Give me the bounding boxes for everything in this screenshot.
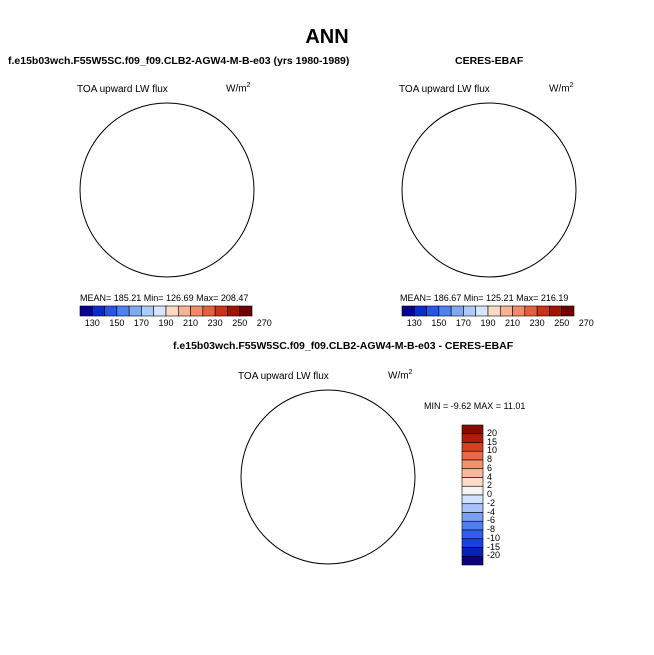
diff-colorbar-tick-label: 20 — [487, 427, 498, 438]
model-colorbar-swatch — [141, 305, 155, 317]
obs-colorbar-swatch — [487, 305, 501, 317]
diff-colorbar-swatch — [461, 503, 484, 513]
diff-colorbar-swatch — [461, 555, 484, 566]
obs-colorbar-swatch — [463, 305, 477, 317]
obs-polar-map — [349, 70, 589, 310]
diff-colorbar-swatch — [461, 442, 484, 452]
model-colorbar-tick-label: 150 — [109, 318, 125, 328]
diff-colorbar — [461, 424, 484, 566]
diff-stats: MIN = -9.62 MAX = 11.01 — [424, 401, 526, 411]
left-variable-label: TOA upward LW flux — [77, 84, 168, 95]
diff-units-label: W/m2 — [388, 369, 413, 382]
model-colorbar-swatch — [227, 305, 241, 317]
obs-colorbar-swatch — [475, 305, 489, 317]
model-colorbar-swatch — [104, 305, 118, 317]
obs-colorbar-swatch — [524, 305, 538, 317]
diff-map-frame — [240, 389, 416, 565]
obs-colorbar-tick-label: 270 — [578, 318, 594, 328]
diff-case-title: f.e15b03wch.F55W5SC.f09_f09.CLB2-AGW4-M-… — [173, 340, 514, 352]
diff-colorbar-swatch — [461, 468, 484, 478]
obs-colorbar-swatch — [561, 305, 575, 317]
diff-variable-label: TOA upward LW flux — [238, 371, 329, 382]
model-colorbar-swatch — [91, 305, 105, 317]
model-colorbar-swatch — [165, 305, 179, 317]
diff-colorbar-swatch — [461, 529, 484, 540]
diff-colorbar-tick-label: 4 — [487, 471, 493, 482]
diff-colorbar-tick-label: -6 — [487, 515, 496, 526]
model-colorbar-swatch — [116, 305, 130, 317]
model-colorbar — [79, 305, 253, 317]
model-colorbar-tick-label: 170 — [133, 318, 149, 328]
obs-colorbar-swatch — [450, 305, 464, 317]
model-map-frame — [79, 102, 255, 278]
right-stats: MEAN= 186.67 Min= 125.21 Max= 216.19 — [400, 293, 569, 303]
diff-colorbar-swatch — [461, 424, 484, 435]
model-colorbar-tick-label: 270 — [256, 318, 272, 328]
diff-colorbar-tick-label: 15 — [487, 436, 498, 447]
diff-colorbar-tick-label: -10 — [487, 532, 501, 543]
model-colorbar-tick-label: 250 — [232, 318, 248, 328]
diff-colorbar-swatch — [461, 433, 484, 443]
diff-colorbar-swatch — [461, 477, 484, 487]
obs-colorbar-swatch — [438, 305, 452, 317]
obs-colorbar-swatch — [512, 305, 526, 317]
obs-map-frame — [401, 102, 577, 278]
obs-colorbar-tick-label: 210 — [505, 318, 521, 328]
obs-colorbar-tick-label: 150 — [431, 318, 447, 328]
obs-colorbar — [401, 305, 575, 317]
model-colorbar-tick-label: 130 — [84, 318, 100, 328]
left-stats: MEAN= 185.21 Min= 126.69 Max= 208.47 — [80, 293, 249, 303]
diff-colorbar-tick-label: -8 — [487, 524, 496, 534]
obs-colorbar-swatch — [499, 305, 513, 317]
model-polar-map — [80, 103, 254, 277]
diff-colorbar-swatch — [461, 538, 484, 548]
model-colorbar-tick-label: 230 — [207, 318, 223, 328]
obs-colorbar-swatch — [426, 305, 440, 317]
right-units-label: W/m2 — [549, 82, 574, 95]
obs-colorbar-swatch — [536, 305, 550, 317]
diff-colorbar-tick-label: 0 — [487, 489, 493, 499]
obs-colorbar-tick-label: 230 — [529, 318, 545, 328]
diff-colorbar-tick-label: 8 — [487, 454, 493, 464]
diff-colorbar-swatch — [461, 547, 484, 557]
obs-colorbar-tick-label: 170 — [455, 318, 471, 328]
model-colorbar-swatch — [239, 305, 253, 317]
obs-colorbar-swatch — [413, 305, 427, 317]
model-colorbar-swatch — [128, 305, 142, 317]
model-colorbar-swatch — [202, 305, 216, 317]
obs-colorbar-swatch — [549, 305, 563, 317]
left-units-label: W/m2 — [226, 82, 251, 95]
right-variable-label: TOA upward LW flux — [399, 84, 490, 95]
diff-colorbar-swatch — [461, 520, 484, 531]
diff-colorbar-tick-label: 6 — [487, 462, 493, 473]
obs-colorbar-swatch — [401, 305, 415, 317]
model-case-title: f.e15b03wch.F55W5SC.f09_f09.CLB2-AGW4-M-… — [8, 55, 350, 67]
diff-colorbar-swatch — [461, 450, 484, 461]
model-colorbar-swatch — [79, 305, 93, 317]
diff-colorbar-tick-label: -4 — [487, 506, 496, 517]
obs-colorbar-tick-label: 250 — [554, 318, 570, 328]
figure-title: ANN — [305, 26, 349, 48]
model-colorbar-tick-label: 190 — [158, 318, 174, 328]
model-colorbar-swatch — [214, 305, 228, 317]
diff-colorbar-swatch — [461, 485, 484, 496]
obs-case-title: CERES-EBAF — [455, 55, 524, 67]
obs-colorbar-tick-label: 190 — [480, 318, 496, 328]
model-colorbar-swatch — [177, 305, 191, 317]
diff-colorbar-tick-label: -20 — [487, 550, 501, 561]
model-colorbar-tick-label: 210 — [183, 318, 199, 328]
diff-colorbar-swatch — [461, 512, 484, 522]
diff-colorbar-tick-label: 10 — [487, 445, 498, 456]
diff-colorbar-tick-label: -15 — [487, 541, 501, 552]
diff-colorbar-swatch — [461, 459, 484, 470]
diff-colorbar-tick-label: 2 — [487, 480, 493, 491]
model-colorbar-swatch — [190, 305, 204, 317]
diff-colorbar-swatch — [461, 494, 484, 505]
diff-colorbar-tick-label: -2 — [487, 497, 496, 508]
model-colorbar-swatch — [153, 305, 167, 317]
obs-colorbar-tick-label: 130 — [406, 318, 422, 328]
